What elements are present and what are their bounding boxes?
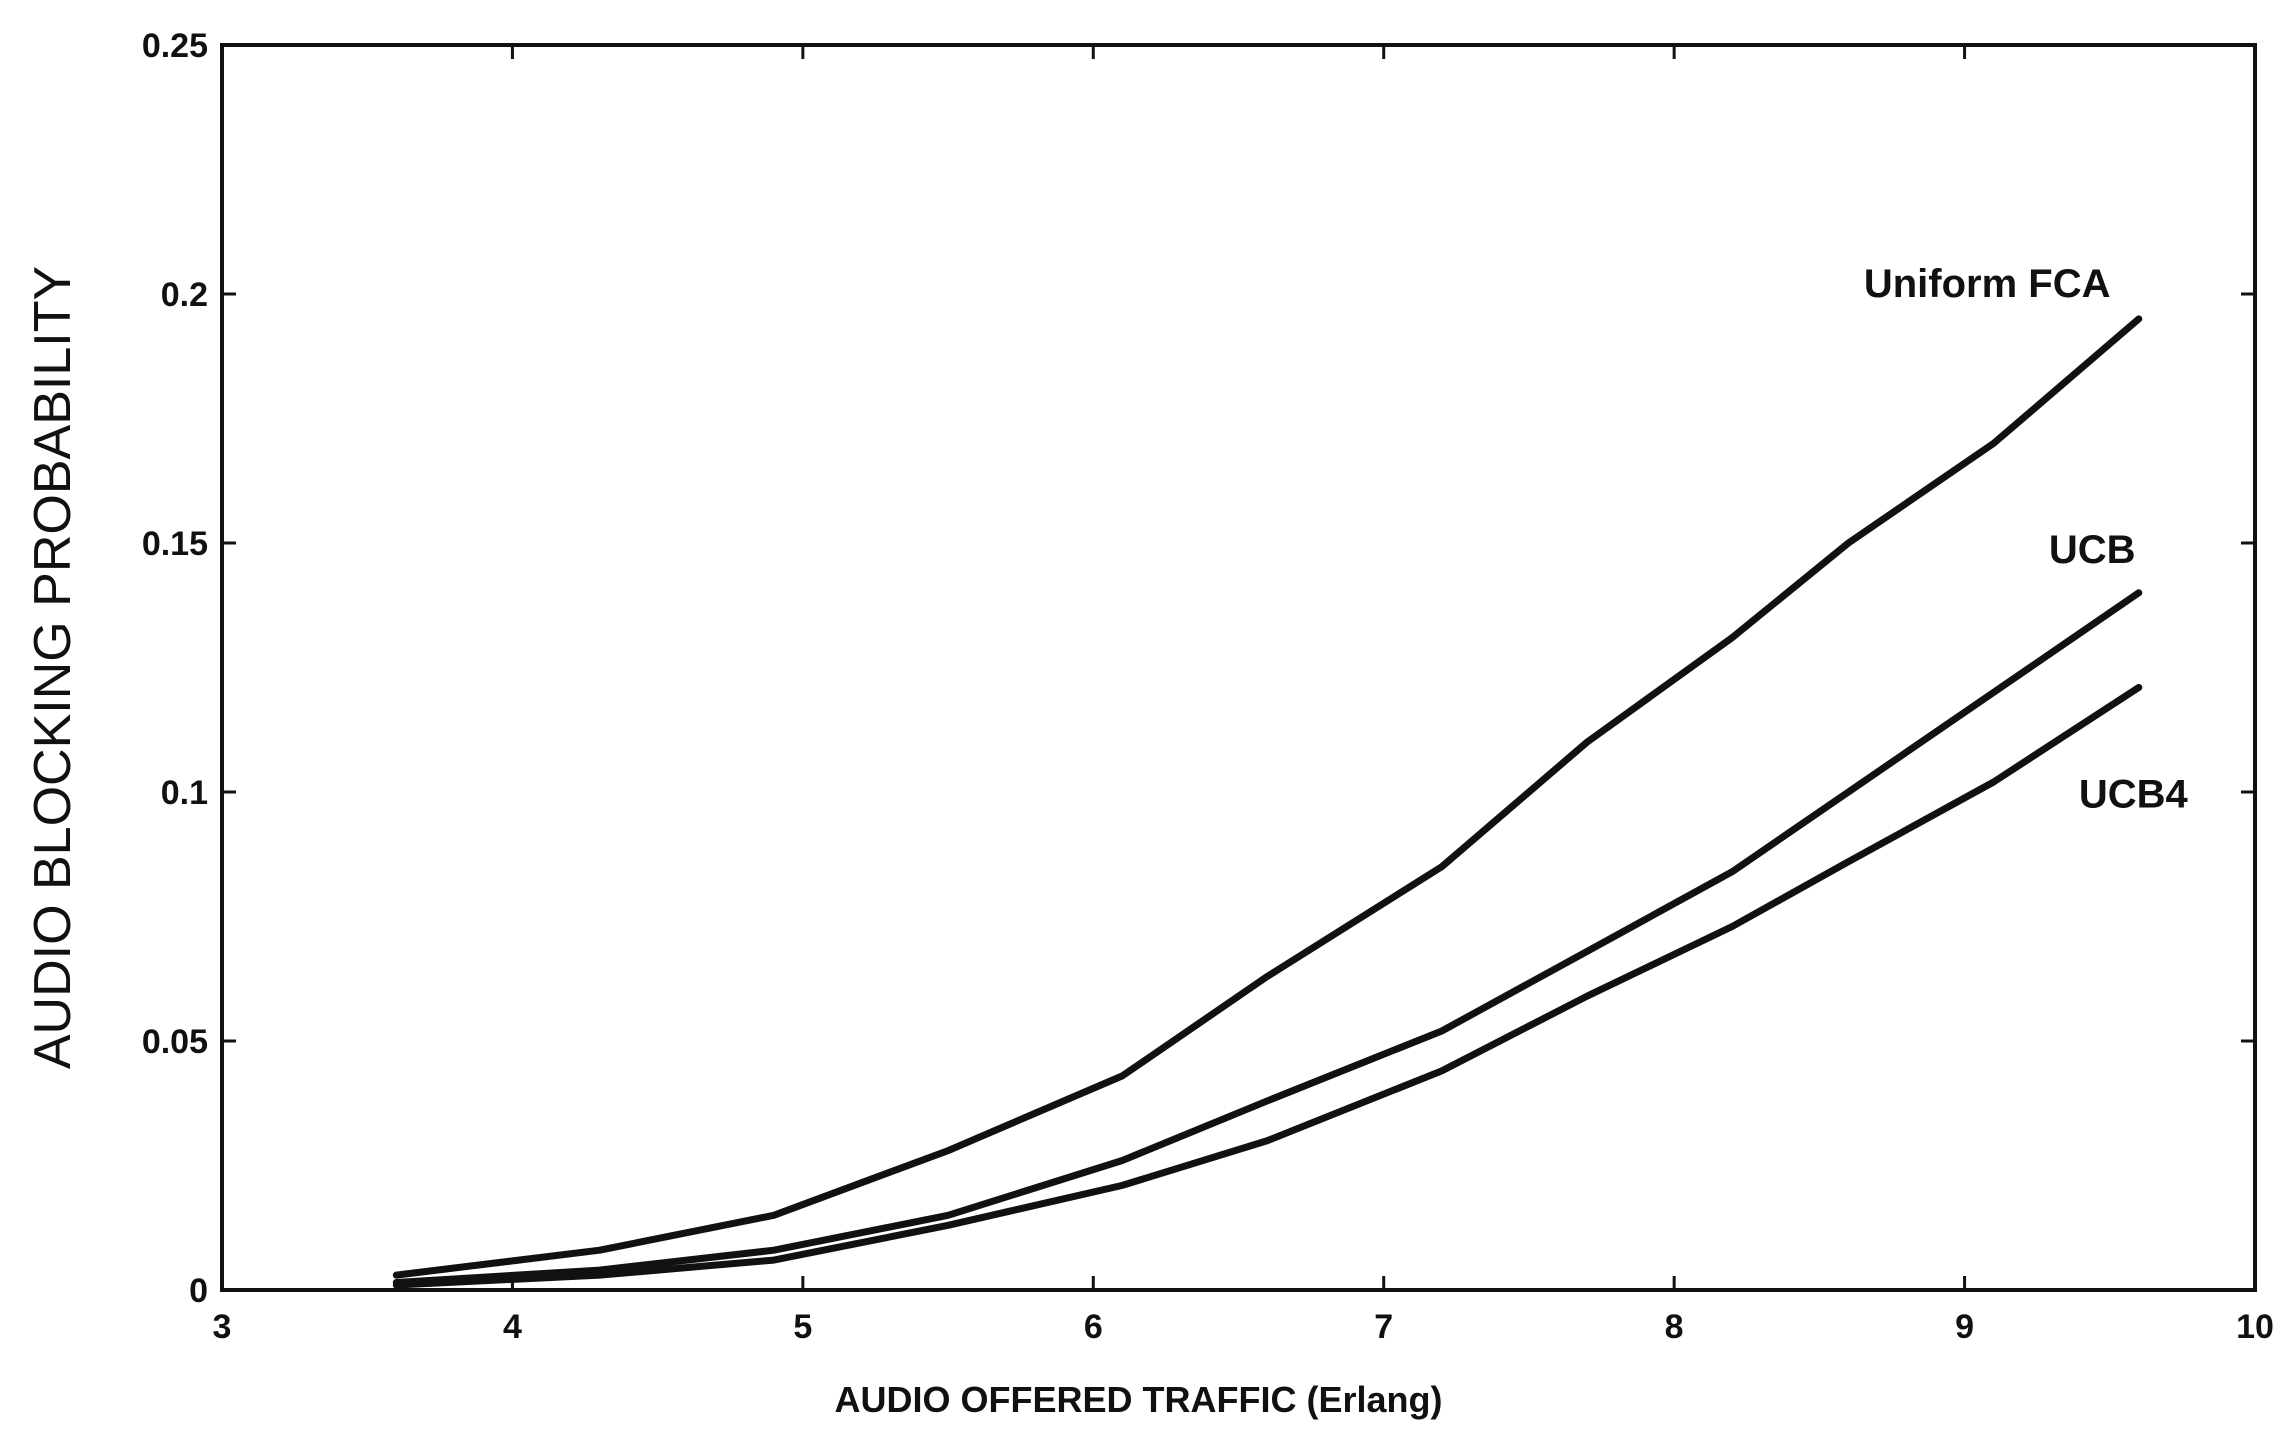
y-tick-label: 0.15 (142, 525, 208, 563)
series-label-0: Uniform FCA (1864, 262, 2111, 306)
series-line-1 (392, 589, 2143, 1286)
axes-layer (220, 43, 2257, 1292)
plot-frame (220, 43, 2257, 1292)
y-tick-label: 0.1 (161, 774, 208, 812)
y-tick-label: 0 (189, 1272, 208, 1310)
x-tick-label: 3 (213, 1308, 232, 1346)
x-tick-label: 5 (793, 1308, 812, 1346)
x-tick-label: 6 (1084, 1308, 1103, 1346)
series-layer (392, 315, 2143, 1289)
x-tick-label: 7 (1374, 1308, 1393, 1346)
series-label-1: UCB (2049, 528, 2136, 572)
y-tick-label: 0.25 (142, 27, 208, 65)
x-tick-label: 4 (503, 1308, 522, 1346)
series-line-0 (392, 315, 2143, 1279)
series-label-2: UCB4 (2079, 772, 2189, 816)
series-line-2 (392, 683, 2143, 1289)
x-tick-label: 10 (2236, 1308, 2274, 1346)
y-tick-label: 0.2 (161, 276, 208, 314)
y-tick-label: 0.05 (142, 1023, 208, 1061)
x-tick-label: 9 (1955, 1308, 1974, 1346)
x-axis-title: AUDIO OFFERED TRAFFIC (Erlang) (835, 1379, 1443, 1420)
x-tick-label: 8 (1665, 1308, 1684, 1346)
labels-layer: 3 4 5 6 7 8 9 10 0 0.05 0.1 0.15 0.2 0.25 AUDIO OFFERE… (24, 27, 2274, 1420)
y-axis-title: AUDIO BLOCKING PROBABILITY (24, 266, 82, 1069)
